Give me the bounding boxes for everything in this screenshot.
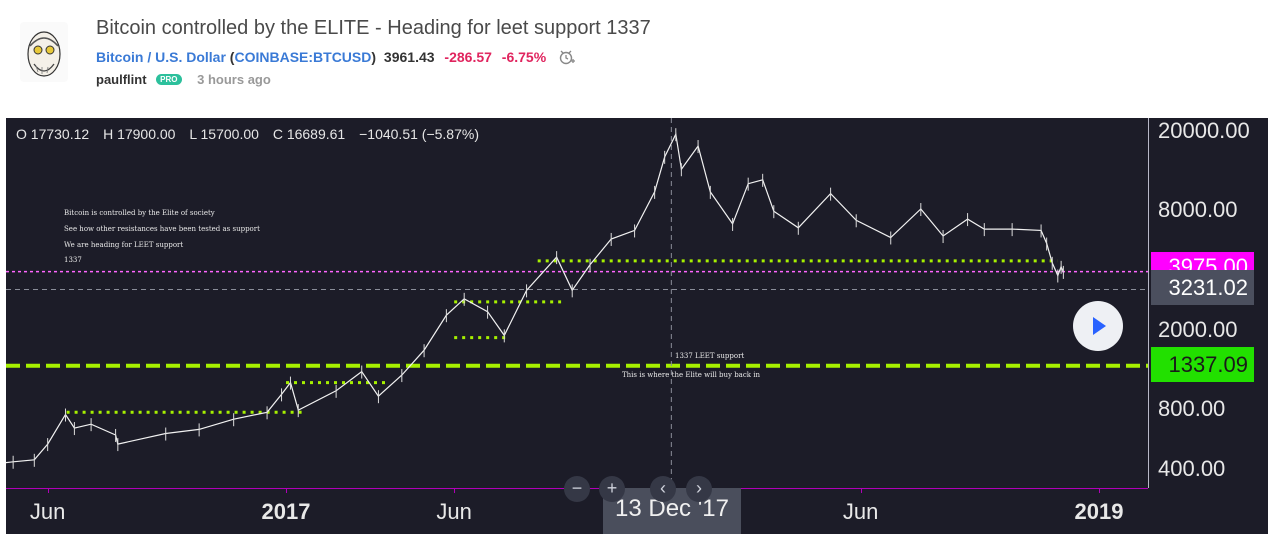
x-tick-mark xyxy=(1099,488,1100,493)
ohlc-open: O 17730.12 xyxy=(16,126,90,142)
author-name-link[interactable]: paulflint xyxy=(96,72,147,87)
x-tick-mark xyxy=(286,488,287,493)
play-icon xyxy=(1093,317,1106,335)
y-tick-label: 20000.00 xyxy=(1158,118,1250,143)
price-change-percent: -6.75% xyxy=(501,49,547,66)
leet-support-sublabel: This is where the Elite will buy back in xyxy=(622,371,760,379)
zoom-in-button[interactable]: + xyxy=(599,476,625,502)
idea-title: Bitcoin controlled by the ELITE - Headin… xyxy=(96,17,651,39)
x-tick-mark xyxy=(47,488,49,493)
last-price: 3961.43 xyxy=(383,49,435,66)
price-label-dashed: 3231.02 xyxy=(1151,270,1254,305)
ohlc-low: L 15700.00 xyxy=(189,126,259,142)
symbol-row: Bitcoin / U.S. Dollar (COINBASE:BTCUSD) … xyxy=(96,48,576,69)
publish-time: 3 hours ago xyxy=(197,72,271,87)
y-tick-label: 2000.00 xyxy=(1158,316,1238,342)
ohlc-legend: O 17730.12 H 17900.00 L 15700.00 C 16689… xyxy=(16,126,489,142)
price-axis[interactable] xyxy=(1148,118,1268,488)
x-tick-label: Jun xyxy=(436,499,472,524)
x-tick-mark xyxy=(454,488,456,493)
y-tick-label: 800.00 xyxy=(1158,396,1226,422)
close-paren: ) xyxy=(371,49,377,66)
x-tick-label: Jun xyxy=(29,499,66,524)
y-tick-label: 8000.00 xyxy=(1158,197,1238,223)
y-tick-label: 400.00 xyxy=(1158,456,1226,481)
play-replay-button[interactable] xyxy=(1073,301,1123,351)
author-row: paulflint PRO 3 hours ago xyxy=(96,72,271,87)
price-plot[interactable] xyxy=(6,118,1148,488)
scroll-right-button[interactable]: › xyxy=(686,476,712,502)
zoom-out-button[interactable]: − xyxy=(564,476,590,502)
x-tick-label: 2019 xyxy=(1074,499,1124,524)
annotation-line-1: Bitcoin is controlled by the Elite of so… xyxy=(64,209,215,217)
scroll-left-button[interactable]: ‹ xyxy=(650,476,676,502)
open-paren: ( xyxy=(229,49,235,66)
author-avatar[interactable] xyxy=(20,22,68,82)
annotation-line-2: See how other resistances have been test… xyxy=(64,225,260,233)
ohlc-high: H 17900.00 xyxy=(103,126,176,142)
x-tick-mark xyxy=(860,488,862,493)
exchange-symbol-link[interactable]: COINBASE:BTCUSD xyxy=(234,49,372,66)
chart-panel[interactable]: O 17730.12 H 17900.00 L 15700.00 C 16689… xyxy=(6,118,1268,534)
price-label-leet: 1337.09 xyxy=(1151,347,1254,382)
price-change: -286.57 xyxy=(444,49,492,66)
annotation-line-4: 1337 xyxy=(64,256,82,264)
alarm-clock-icon[interactable] xyxy=(558,48,576,69)
price-series-line xyxy=(6,132,1064,464)
x-tick-label: 2017 xyxy=(261,499,311,524)
ohlc-close: C 16689.61 xyxy=(272,126,346,142)
annotation-line-3: We are heading for LEET support xyxy=(64,241,184,249)
pro-badge: PRO xyxy=(156,74,182,85)
x-tick-label: Jun xyxy=(842,499,879,524)
leet-support-label: 1337 LEET support xyxy=(675,352,745,360)
symbol-name-link[interactable]: Bitcoin / U.S. Dollar xyxy=(96,49,226,66)
ohlc-change: −1040.51 (−5.87%) xyxy=(359,126,479,142)
